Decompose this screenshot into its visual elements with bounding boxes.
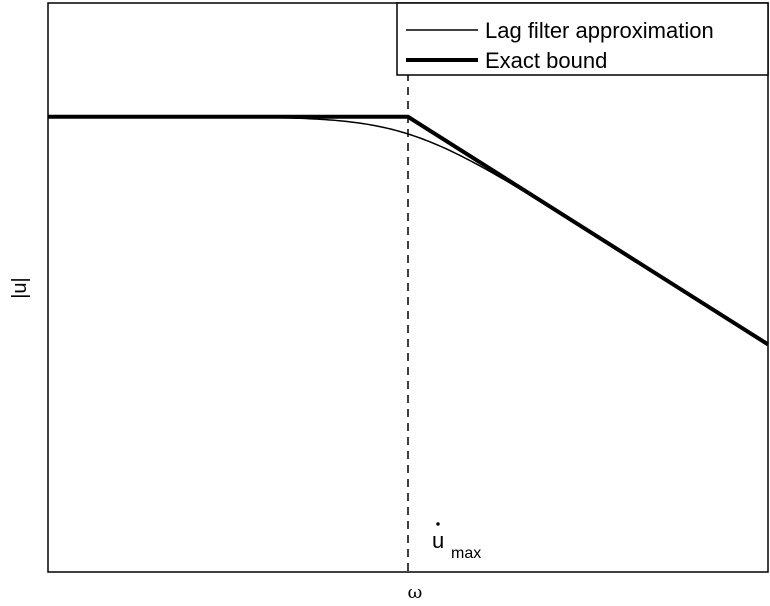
annotation-dot <box>436 522 440 526</box>
annotation-main-text: u <box>432 528 444 553</box>
annotation-udot-max: u max <box>432 522 481 562</box>
annotation-subscript: max <box>451 545 481 562</box>
x-axis-label: ω <box>408 582 423 603</box>
legend: Lag filter approximation Exact bound <box>396 2 769 76</box>
series-exact-bound-line <box>48 114 770 347</box>
plot-marks <box>48 3 770 572</box>
legend-label-exact: Exact bound <box>485 48 607 73</box>
legend-box <box>396 2 769 76</box>
legend-label-lag: Lag filter approximation <box>485 18 714 43</box>
y-axis-label: |u| <box>9 277 31 299</box>
